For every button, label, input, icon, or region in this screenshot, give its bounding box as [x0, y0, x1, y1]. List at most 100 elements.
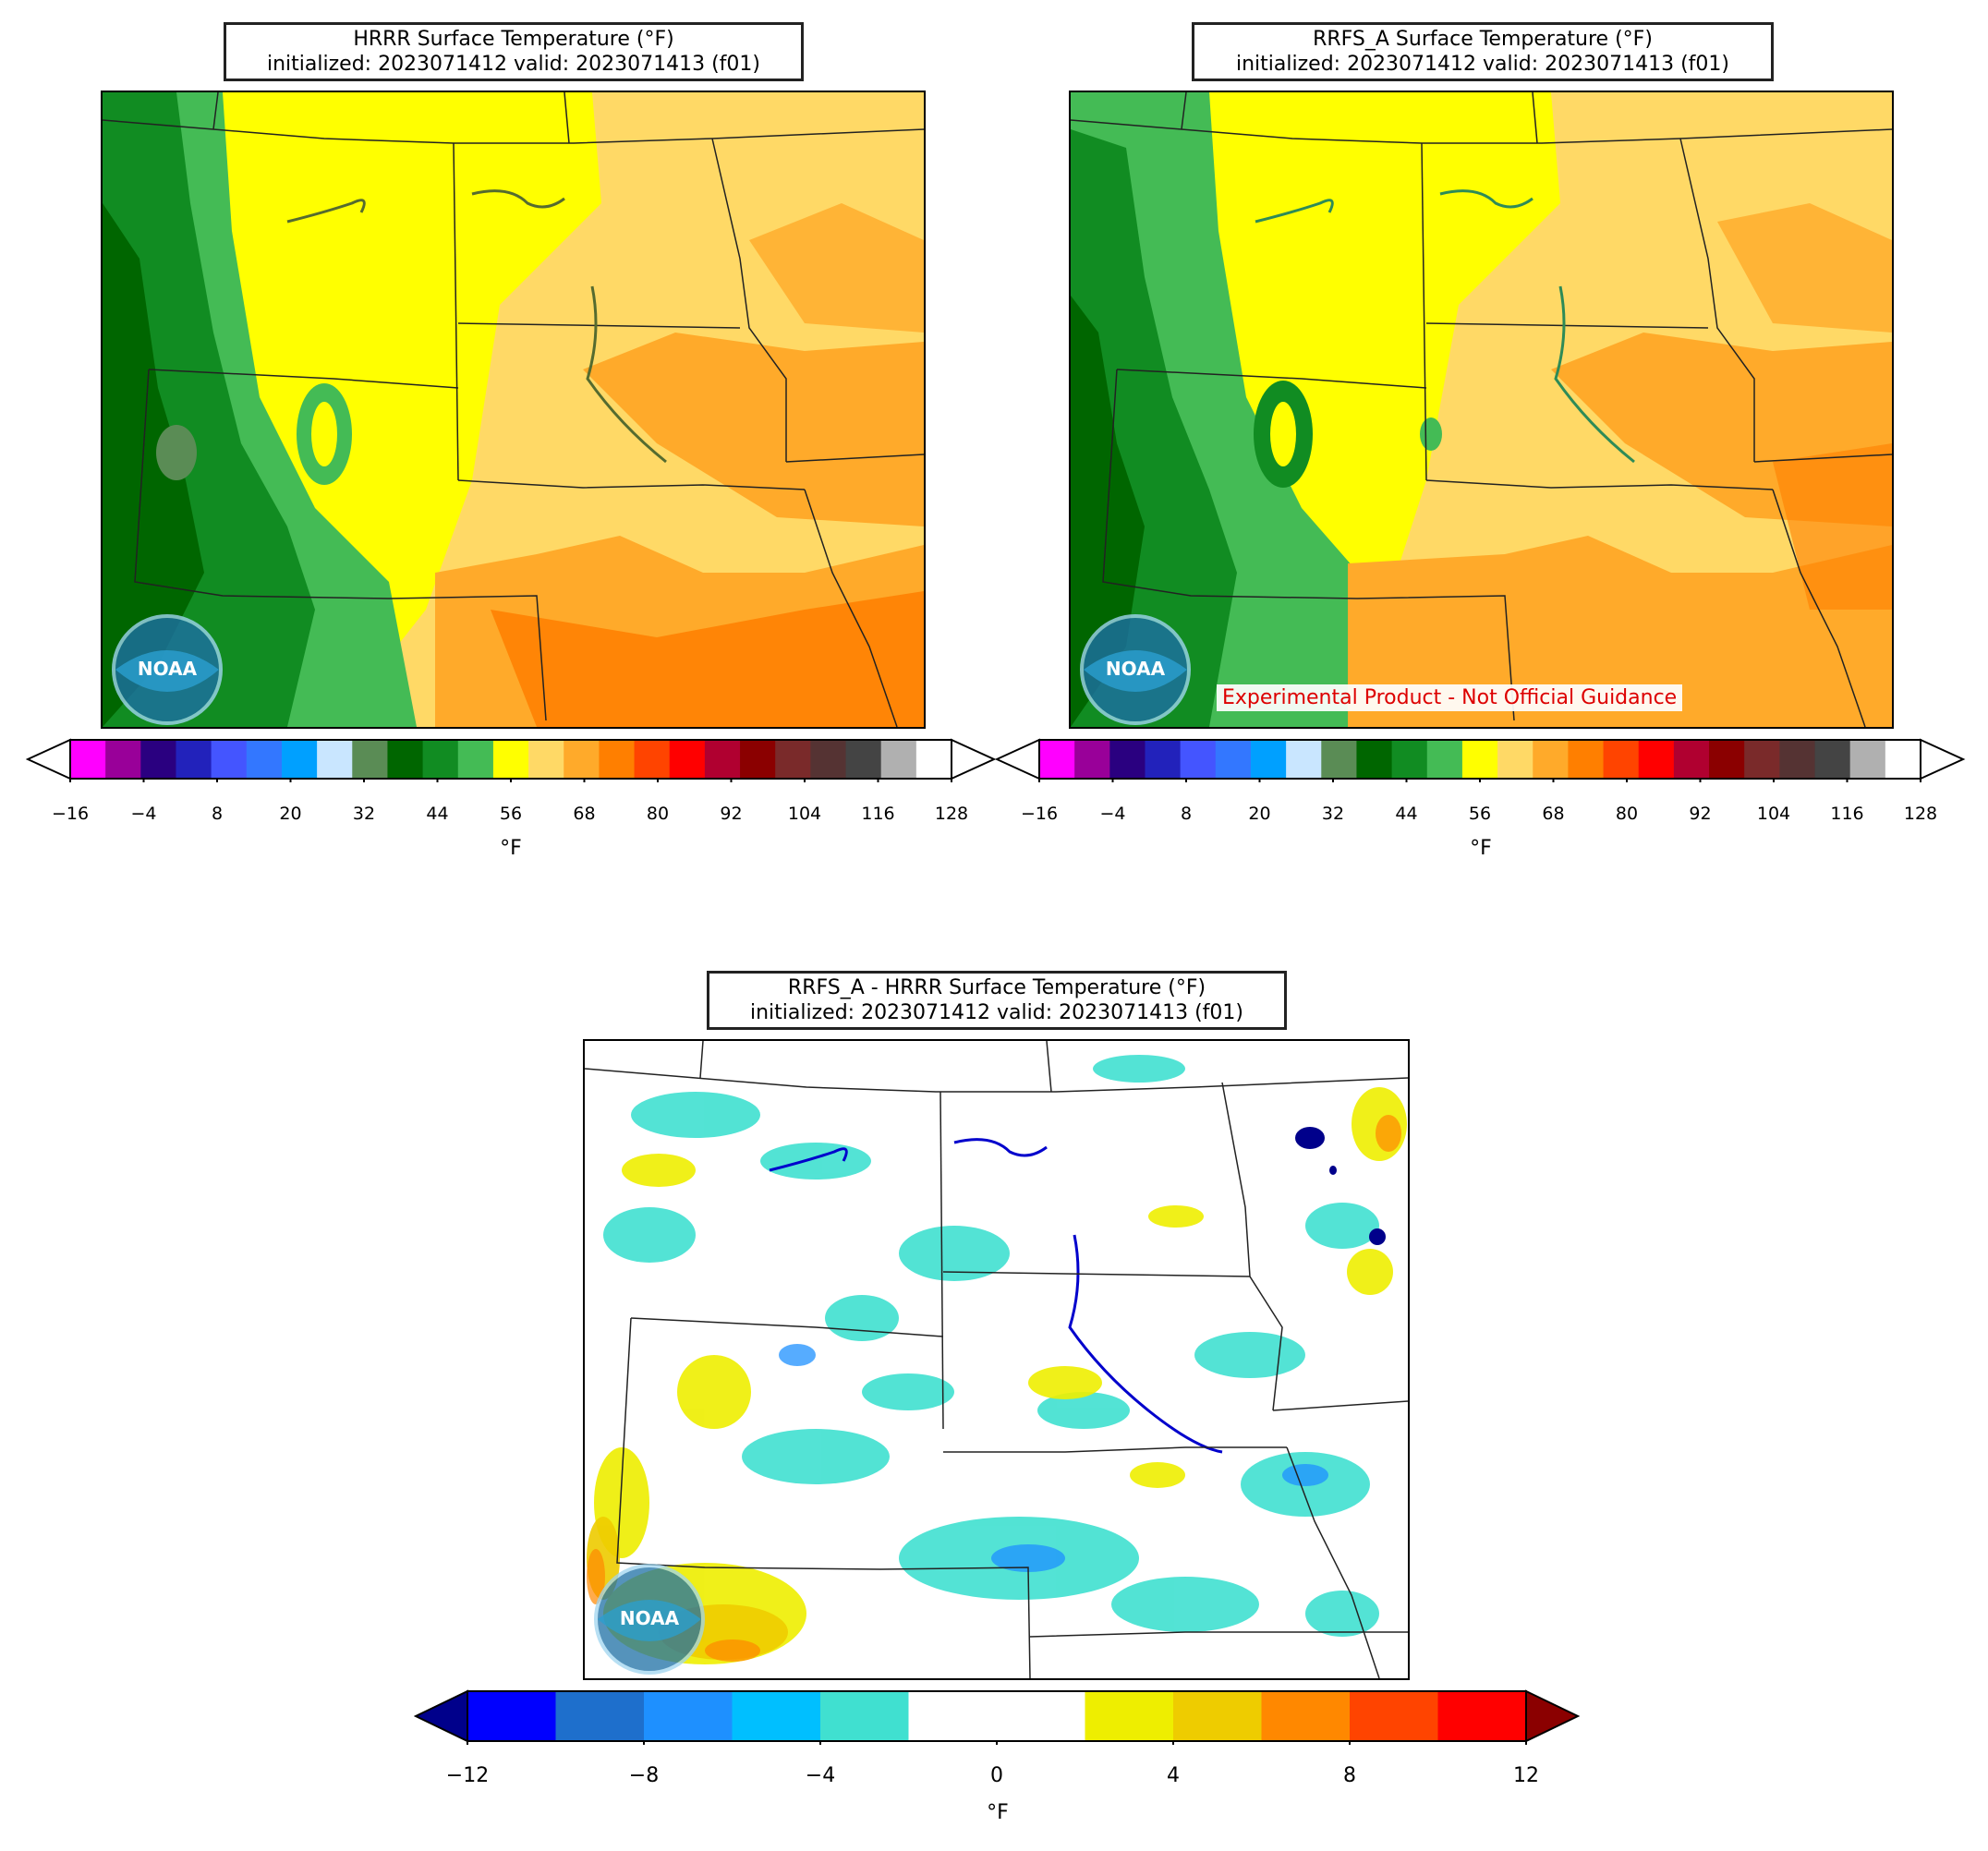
rrfs-colorbar-swatch — [1673, 740, 1710, 779]
rrfs-colorbar-swatch — [1215, 740, 1252, 779]
rrfs-colorbar-swatch — [1286, 740, 1322, 779]
rrfs-colorbar-tick-label: 20 — [1248, 804, 1271, 824]
hrrr-colorbar-swatch — [140, 740, 176, 779]
hrrr-colorbar-swatch — [634, 740, 671, 779]
rrfs-colorbar-tick-label: 116 — [1830, 804, 1864, 824]
hrrr-colorbar-tick-label: 104 — [787, 804, 822, 824]
hrrr-colorbar-over-extension — [951, 738, 997, 780]
diff-colorbar-swatch — [908, 1691, 998, 1741]
hrrr-colorbar-swatch — [845, 740, 882, 779]
rrfs-colorbar-swatch — [1461, 740, 1498, 779]
hrrr-colorbar-swatch — [492, 740, 529, 779]
rrfs-colorbar-swatch — [1533, 740, 1569, 779]
diff-colorbar-tick-label: 12 — [1513, 1764, 1539, 1787]
rrfs-colorbar-swatch — [1814, 740, 1851, 779]
hrrr-colorbar-swatch — [564, 740, 600, 779]
rrfs-colorbar-swatch — [1039, 740, 1075, 779]
hrrr-colorbar-swatch — [176, 740, 212, 779]
hrrr-colorbar-tick-label: 68 — [573, 804, 596, 824]
experimental-disclaimer: Experimental Product - Not Official Guid… — [1217, 684, 1683, 711]
noaa-logo-icon: NOAA — [1080, 614, 1191, 725]
hrrr-temperature-colorbar — [26, 738, 997, 782]
svg-text:NOAA: NOAA — [138, 658, 198, 680]
diff-colorbar-swatch — [820, 1691, 909, 1741]
hrrr-colorbar-swatch — [105, 740, 141, 779]
diff-temperature-colorbar — [414, 1689, 1581, 1745]
rrfs-colorbar-tick-label: 104 — [1756, 804, 1791, 824]
rrfs-colorbar-over-extension — [1920, 738, 1966, 780]
hrrr-temperature-map: NOAA — [101, 91, 926, 729]
hrrr-colorbar-unit: °F — [500, 837, 522, 860]
rrfs-colorbar-swatch — [1849, 740, 1886, 779]
diff-colorbar-swatch — [555, 1691, 645, 1741]
hrrr-colorbar-swatch — [70, 740, 106, 779]
hrrr-title: HRRR Surface Temperature (°F) initialize… — [224, 22, 804, 81]
rrfs-colorbar-tick-label: 80 — [1615, 804, 1639, 824]
diff-colorbar-swatch — [732, 1691, 821, 1741]
rrfs-colorbar-swatch — [1638, 740, 1675, 779]
noaa-logo-icon: NOAA — [112, 614, 223, 725]
rrfs-title-line1: RRFS_A Surface Temperature (°F) — [1313, 28, 1653, 51]
diff-colorbar-swatch — [997, 1691, 1085, 1741]
rrfs-colorbar-tick-label: 128 — [1903, 804, 1938, 824]
hrrr-colorbar-swatch — [246, 740, 283, 779]
rrfs-temperature-colorbar — [995, 738, 1966, 782]
hrrr-colorbar-swatch — [669, 740, 706, 779]
hrrr-colorbar-swatch — [528, 740, 564, 779]
diff-colorbar-tick-label: −8 — [628, 1764, 660, 1787]
rrfs-colorbar-swatch — [1391, 740, 1428, 779]
diff-colorbar-tick-label: −12 — [445, 1764, 490, 1787]
rrfs-colorbar-swatch — [1779, 740, 1816, 779]
diff-colorbar-swatch — [1350, 1691, 1438, 1741]
hrrr-colorbar-swatch — [740, 740, 776, 779]
hrrr-colorbar-swatch — [352, 740, 388, 779]
rrfs-colorbar-tick-label: −4 — [1099, 804, 1126, 824]
hrrr-title-line2: initialized: 2023071412 valid: 202307141… — [267, 53, 760, 76]
diff-colorbar-swatch — [1261, 1691, 1351, 1741]
rrfs-title-line2: initialized: 2023071412 valid: 202307141… — [1236, 53, 1729, 76]
hrrr-colorbar-tick-label: −16 — [51, 804, 90, 824]
diff-title: RRFS_A - HRRR Surface Temperature (°F) i… — [707, 971, 1287, 1030]
hrrr-colorbar-swatch — [387, 740, 424, 779]
hrrr-colorbar-under-extension — [26, 738, 71, 780]
rrfs-colorbar-tick-label: 92 — [1689, 804, 1712, 824]
hrrr-colorbar-swatch — [915, 740, 952, 779]
hrrr-colorbar-swatch — [317, 740, 353, 779]
rrfs-colorbar-swatch — [1568, 740, 1605, 779]
rrfs-temperature-map: NOAA Experimental Product - Not Official… — [1069, 91, 1894, 729]
rrfs-colorbar-swatch — [1885, 740, 1921, 779]
diff-temperature-map: NOAA — [583, 1039, 1410, 1680]
hrrr-colorbar-swatch — [704, 740, 741, 779]
hrrr-colorbar-swatch — [281, 740, 318, 779]
diff-colorbar-tick-label: 8 — [1343, 1764, 1356, 1787]
rrfs-colorbar-unit: °F — [1470, 837, 1492, 860]
hrrr-colorbar-tick-label: 8 — [211, 804, 224, 824]
rrfs-colorbar-swatch — [1744, 740, 1780, 779]
hrrr-colorbar-swatch — [422, 740, 459, 779]
rrfs-colorbar-swatch — [1356, 740, 1393, 779]
diff-colorbar-swatch — [644, 1691, 733, 1741]
rrfs-colorbar-swatch — [1109, 740, 1146, 779]
rrfs-colorbar-tick-label: 8 — [1180, 804, 1193, 824]
rrfs-colorbar-swatch — [1074, 740, 1110, 779]
rrfs-colorbar-swatch — [1145, 740, 1182, 779]
diff-colorbar-under-extension — [414, 1689, 468, 1743]
rrfs-colorbar-tick-label: 56 — [1468, 804, 1492, 824]
hrrr-colorbar-tick-label: 44 — [426, 804, 449, 824]
hrrr-colorbar-tick-label: 20 — [279, 804, 302, 824]
rrfs-colorbar-tick-label: −16 — [1020, 804, 1059, 824]
hrrr-title-line1: HRRR Surface Temperature (°F) — [353, 28, 674, 51]
rrfs-colorbar-swatch — [1709, 740, 1745, 779]
hrrr-colorbar-swatch — [810, 740, 847, 779]
diff-colorbar-tick-label: −4 — [805, 1764, 836, 1787]
hrrr-colorbar-tick-label: −4 — [130, 804, 157, 824]
hrrr-colorbar-tick-label: 128 — [934, 804, 969, 824]
rrfs-colorbar-swatch — [1321, 740, 1357, 779]
diff-colorbar-tick-label: 4 — [1167, 1764, 1180, 1787]
diff-colorbar-swatch — [467, 1691, 556, 1741]
rrfs-colorbar-swatch — [1180, 740, 1217, 779]
hrrr-colorbar-swatch — [599, 740, 636, 779]
diff-colorbar-swatch — [1173, 1691, 1262, 1741]
diff-colorbar-unit: °F — [987, 1801, 1009, 1824]
hrrr-colorbar-tick-label: 80 — [646, 804, 670, 824]
